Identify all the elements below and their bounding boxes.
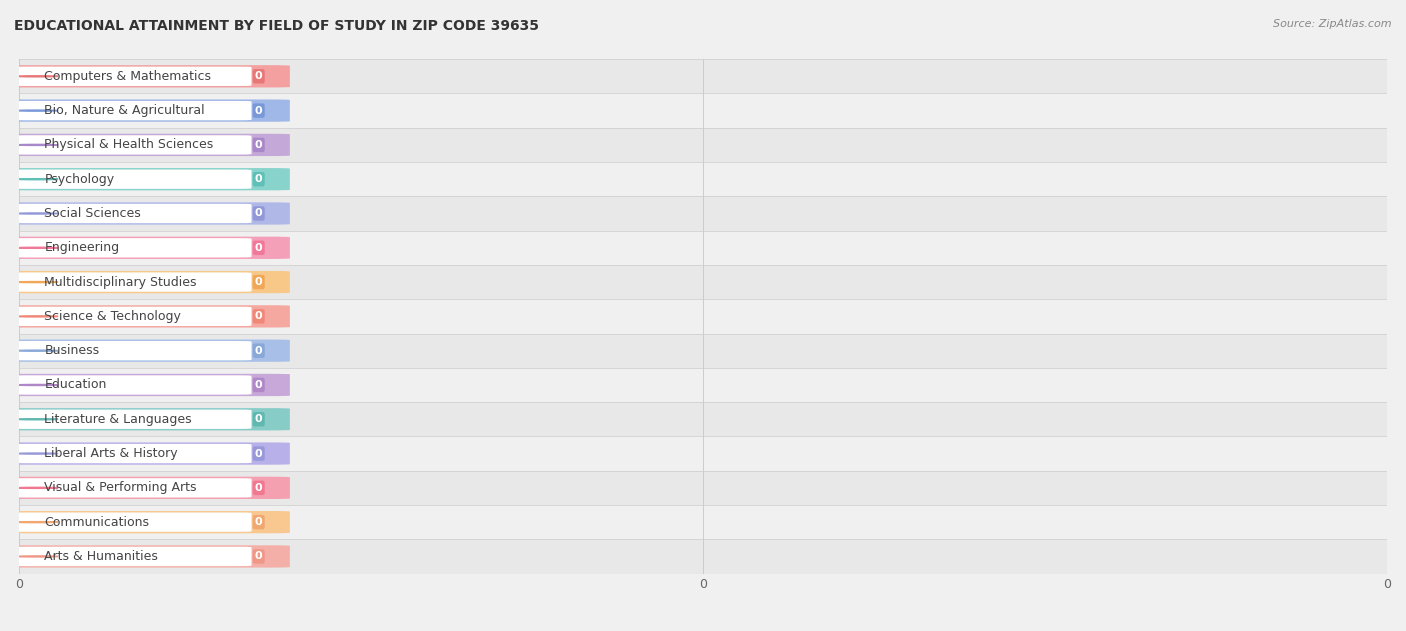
FancyBboxPatch shape xyxy=(11,170,252,189)
Circle shape xyxy=(15,316,58,317)
FancyBboxPatch shape xyxy=(11,135,252,155)
Text: 0: 0 xyxy=(254,208,263,218)
Text: 0: 0 xyxy=(254,449,263,459)
FancyBboxPatch shape xyxy=(11,478,252,497)
FancyBboxPatch shape xyxy=(0,168,290,191)
Text: Science & Technology: Science & Technology xyxy=(45,310,181,323)
Text: 0: 0 xyxy=(254,71,263,81)
FancyBboxPatch shape xyxy=(20,505,1386,540)
Circle shape xyxy=(15,556,58,557)
Text: Business: Business xyxy=(45,344,100,357)
Text: Psychology: Psychology xyxy=(45,173,114,186)
FancyBboxPatch shape xyxy=(20,127,1386,162)
Text: Visual & Performing Arts: Visual & Performing Arts xyxy=(45,481,197,494)
Circle shape xyxy=(15,384,58,386)
Text: 0: 0 xyxy=(254,277,263,287)
Circle shape xyxy=(15,179,58,180)
FancyBboxPatch shape xyxy=(0,237,290,259)
FancyBboxPatch shape xyxy=(20,334,1386,368)
Circle shape xyxy=(15,76,58,77)
FancyBboxPatch shape xyxy=(0,203,290,225)
Circle shape xyxy=(15,487,58,488)
FancyBboxPatch shape xyxy=(20,471,1386,505)
FancyBboxPatch shape xyxy=(20,402,1386,437)
Circle shape xyxy=(15,419,58,420)
Circle shape xyxy=(15,453,58,454)
FancyBboxPatch shape xyxy=(11,67,252,86)
FancyBboxPatch shape xyxy=(0,100,290,122)
Text: 0: 0 xyxy=(254,243,263,253)
FancyBboxPatch shape xyxy=(0,134,290,156)
Text: Social Sciences: Social Sciences xyxy=(45,207,141,220)
FancyBboxPatch shape xyxy=(20,231,1386,265)
FancyBboxPatch shape xyxy=(20,368,1386,402)
Text: 0: 0 xyxy=(254,105,263,115)
FancyBboxPatch shape xyxy=(11,547,252,566)
FancyBboxPatch shape xyxy=(0,442,290,464)
Text: 0: 0 xyxy=(254,174,263,184)
FancyBboxPatch shape xyxy=(20,540,1386,574)
Circle shape xyxy=(15,350,58,351)
FancyBboxPatch shape xyxy=(11,273,252,292)
FancyBboxPatch shape xyxy=(0,476,290,499)
Text: 0: 0 xyxy=(254,551,263,562)
Circle shape xyxy=(15,144,58,145)
FancyBboxPatch shape xyxy=(20,299,1386,334)
FancyBboxPatch shape xyxy=(0,65,290,88)
Text: 0: 0 xyxy=(254,346,263,356)
FancyBboxPatch shape xyxy=(0,271,290,293)
FancyBboxPatch shape xyxy=(20,196,1386,231)
Text: 0: 0 xyxy=(254,380,263,390)
FancyBboxPatch shape xyxy=(20,162,1386,196)
FancyBboxPatch shape xyxy=(20,93,1386,127)
FancyBboxPatch shape xyxy=(11,204,252,223)
Text: 0: 0 xyxy=(254,483,263,493)
Text: Bio, Nature & Agricultural: Bio, Nature & Agricultural xyxy=(45,104,205,117)
Text: Communications: Communications xyxy=(45,516,149,529)
FancyBboxPatch shape xyxy=(20,59,1386,93)
Text: Computers & Mathematics: Computers & Mathematics xyxy=(45,70,211,83)
Text: Multidisciplinary Studies: Multidisciplinary Studies xyxy=(45,276,197,288)
FancyBboxPatch shape xyxy=(11,410,252,429)
Text: Literature & Languages: Literature & Languages xyxy=(45,413,193,426)
FancyBboxPatch shape xyxy=(11,101,252,121)
FancyBboxPatch shape xyxy=(11,238,252,257)
FancyBboxPatch shape xyxy=(11,512,252,532)
Circle shape xyxy=(15,110,58,111)
Circle shape xyxy=(15,281,58,283)
FancyBboxPatch shape xyxy=(11,444,252,463)
FancyBboxPatch shape xyxy=(0,545,290,568)
FancyBboxPatch shape xyxy=(11,307,252,326)
FancyBboxPatch shape xyxy=(11,375,252,394)
FancyBboxPatch shape xyxy=(20,437,1386,471)
FancyBboxPatch shape xyxy=(0,408,290,430)
Text: Liberal Arts & History: Liberal Arts & History xyxy=(45,447,179,460)
FancyBboxPatch shape xyxy=(11,341,252,360)
Text: 0: 0 xyxy=(254,311,263,321)
Text: EDUCATIONAL ATTAINMENT BY FIELD OF STUDY IN ZIP CODE 39635: EDUCATIONAL ATTAINMENT BY FIELD OF STUDY… xyxy=(14,19,538,33)
Text: Engineering: Engineering xyxy=(45,241,120,254)
Text: Source: ZipAtlas.com: Source: ZipAtlas.com xyxy=(1274,19,1392,29)
Text: Education: Education xyxy=(45,379,107,391)
FancyBboxPatch shape xyxy=(0,374,290,396)
FancyBboxPatch shape xyxy=(0,305,290,327)
Circle shape xyxy=(15,247,58,249)
Text: 0: 0 xyxy=(254,415,263,424)
Text: Physical & Health Sciences: Physical & Health Sciences xyxy=(45,138,214,151)
FancyBboxPatch shape xyxy=(0,511,290,533)
Circle shape xyxy=(15,213,58,214)
Text: Arts & Humanities: Arts & Humanities xyxy=(45,550,159,563)
FancyBboxPatch shape xyxy=(0,339,290,362)
FancyBboxPatch shape xyxy=(20,265,1386,299)
Text: 0: 0 xyxy=(254,517,263,527)
Text: 0: 0 xyxy=(254,140,263,150)
